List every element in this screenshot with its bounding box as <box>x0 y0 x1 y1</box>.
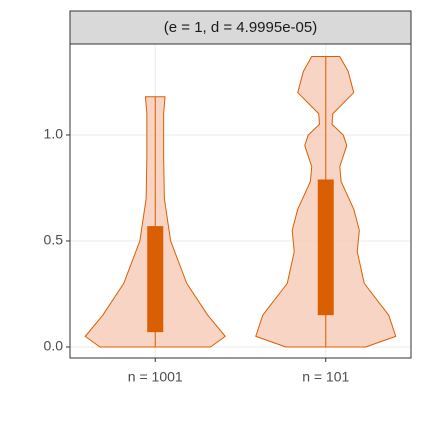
y-tick-label: 1.0 <box>44 126 64 142</box>
x-tick-label: n = 1001 <box>128 369 183 385</box>
plot-area <box>70 44 411 358</box>
box <box>317 179 334 316</box>
y-tick-label: 0.5 <box>44 232 64 248</box>
facet-strip <box>69 10 412 45</box>
panel-border <box>69 43 412 359</box>
chart-title: (e = 1, d = 4.9995e-05) <box>164 19 317 36</box>
y-tick-label: 0.0 <box>44 338 64 354</box>
x-tick-label: n = 101 <box>302 369 349 385</box>
box <box>147 226 164 333</box>
